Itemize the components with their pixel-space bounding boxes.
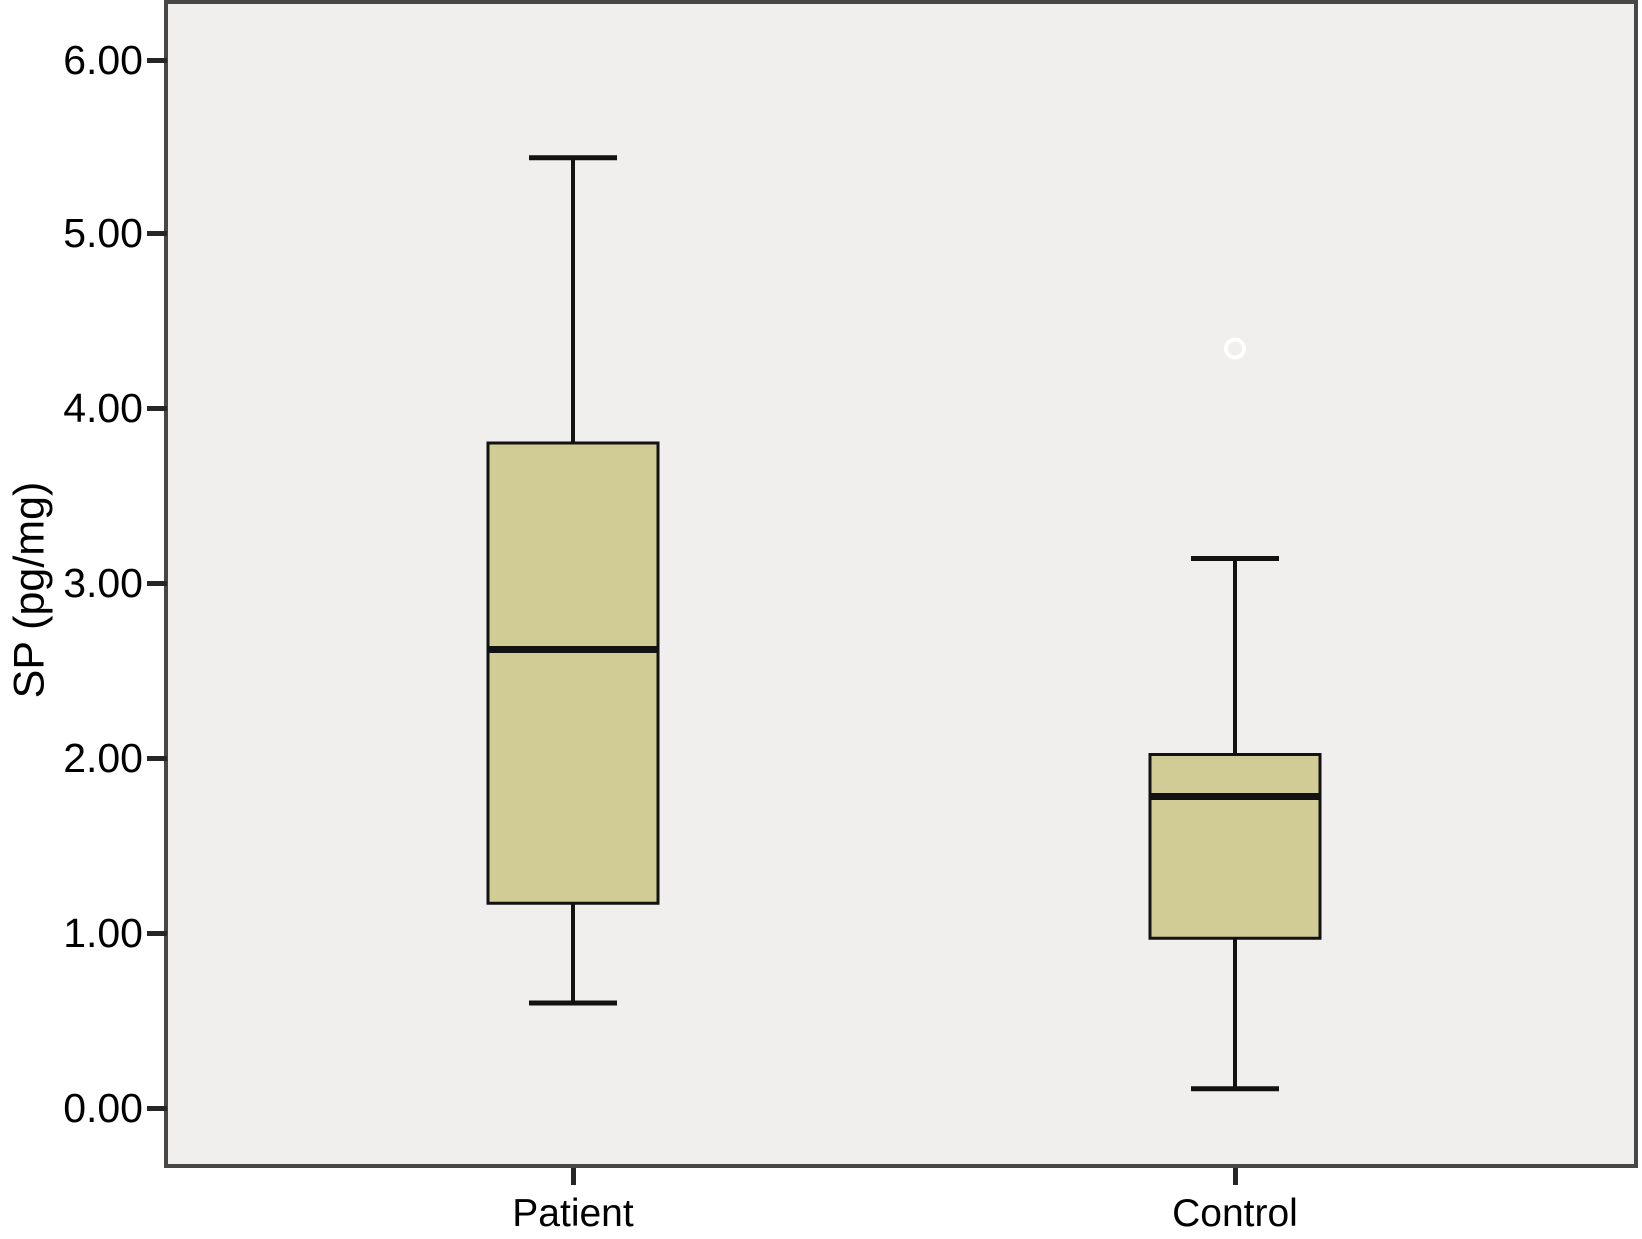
y-tick-label: 5.00 — [63, 210, 143, 256]
plot-area — [164, 0, 1638, 1168]
x-category-label-patient: Patient — [512, 1192, 634, 1235]
x-category-label-control: Control — [1172, 1192, 1298, 1235]
y-tick-mark — [147, 406, 167, 411]
y-tick-mark — [147, 1106, 167, 1111]
y-tick-label: 3.00 — [63, 560, 143, 606]
y-tick-mark — [147, 931, 167, 936]
x-tick-mark — [1233, 1168, 1238, 1185]
y-tick-label: 1.00 — [63, 910, 143, 956]
y-tick-label: 6.00 — [63, 37, 143, 83]
y-tick-mark — [147, 581, 167, 586]
y-axis-title: SP (pg/mg) — [5, 481, 54, 699]
y-tick-mark — [147, 231, 167, 236]
y-tick-label: 0.00 — [63, 1085, 143, 1131]
x-tick-mark — [571, 1168, 576, 1185]
y-tick-mark — [147, 756, 167, 761]
y-tick-label: 2.00 — [63, 735, 143, 781]
y-tick-mark — [147, 58, 167, 63]
y-tick-label: 4.00 — [63, 385, 143, 431]
